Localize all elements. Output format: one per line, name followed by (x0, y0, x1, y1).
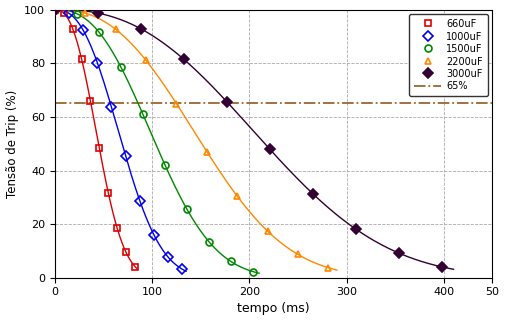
1000uF (52, 8, 58, 12)
3000uF (267, 147, 273, 151)
1500uF (118, 65, 124, 69)
1500uF (250, 270, 256, 273)
2200uF (143, 58, 149, 62)
65% (52, 101, 58, 105)
660uF (132, 265, 138, 268)
3000uF (95, 11, 101, 15)
660uF (52, 8, 58, 12)
1500uF (140, 112, 146, 116)
2200uF (82, 11, 88, 15)
X-axis label: tempo (ms): tempo (ms) (237, 302, 310, 316)
65% (53, 101, 59, 105)
3000uF (352, 227, 359, 231)
660uF (61, 11, 67, 15)
3000uF (138, 27, 144, 31)
1500uF (162, 163, 168, 167)
Line: 2200uF: 2200uF (52, 6, 332, 271)
1000uF (151, 233, 157, 237)
3000uF (310, 192, 316, 195)
1500uF (74, 12, 80, 16)
2200uF (204, 150, 210, 153)
1000uF (66, 11, 72, 15)
660uF (96, 146, 103, 150)
Line: 3000uF: 3000uF (52, 6, 445, 270)
2200uF (113, 27, 119, 31)
660uF (79, 57, 85, 61)
1500uF (184, 207, 190, 211)
660uF (123, 251, 129, 255)
1500uF (52, 8, 58, 12)
2200uF (173, 102, 179, 106)
660uF (105, 191, 111, 195)
660uF (70, 27, 76, 30)
1000uF (94, 61, 100, 65)
Line: 660uF: 660uF (52, 6, 138, 270)
2200uF (325, 266, 331, 270)
Line: 1500uF: 1500uF (52, 6, 257, 275)
1000uF (80, 28, 86, 32)
3000uF (395, 251, 401, 255)
3000uF (181, 57, 187, 61)
1500uF (96, 30, 102, 34)
2200uF (295, 253, 301, 256)
2200uF (265, 229, 271, 233)
2200uF (234, 194, 240, 198)
1000uF (165, 255, 171, 259)
3000uF (224, 100, 230, 104)
Legend: 660uF, 1000uF, 1500uF, 2200uF, 3000uF, 65%: 660uF, 1000uF, 1500uF, 2200uF, 3000uF, 6… (409, 14, 488, 96)
1500uF (228, 260, 234, 264)
660uF (87, 99, 93, 103)
1500uF (206, 240, 212, 244)
1000uF (137, 199, 143, 203)
Y-axis label: Tensão de Trip (%): Tensão de Trip (%) (6, 90, 19, 198)
1000uF (123, 154, 129, 158)
2200uF (52, 8, 58, 12)
Line: 1000uF: 1000uF (52, 6, 186, 273)
660uF (114, 226, 120, 230)
1000uF (179, 267, 185, 271)
3000uF (438, 265, 444, 269)
1000uF (109, 105, 115, 109)
3000uF (52, 8, 58, 12)
